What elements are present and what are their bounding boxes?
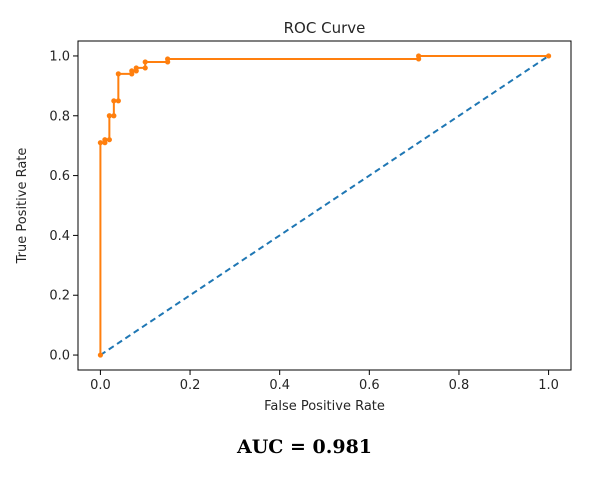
roc-point bbox=[142, 59, 148, 65]
chart-title: ROC Curve bbox=[284, 19, 366, 37]
plot-frame bbox=[77, 40, 572, 371]
roc-point bbox=[129, 68, 135, 74]
roc-point bbox=[416, 53, 422, 59]
y-tick-label: 1.0 bbox=[49, 49, 70, 64]
roc-point bbox=[115, 71, 121, 77]
roc-point bbox=[111, 113, 117, 119]
roc-point bbox=[97, 352, 104, 358]
y-tick-label: 0.6 bbox=[49, 169, 70, 184]
x-tick-label: 0.4 bbox=[269, 378, 290, 393]
x-tick-label: 0.0 bbox=[90, 378, 111, 393]
y-tick-label: 0.0 bbox=[49, 349, 70, 364]
roc-point bbox=[142, 65, 148, 71]
auc-caption: AUC = 0.981 bbox=[236, 436, 373, 458]
roc-point bbox=[545, 53, 552, 59]
y-tick-label: 0.2 bbox=[49, 289, 70, 304]
x-tick-label: 0.8 bbox=[449, 378, 470, 393]
y-tick-label: 0.4 bbox=[49, 229, 70, 244]
y-axis-label: True Positive Rate bbox=[15, 148, 30, 265]
roc-point bbox=[111, 98, 117, 104]
x-tick-label: 1.0 bbox=[538, 378, 559, 393]
x-axis-label: False Positive Rate bbox=[264, 399, 385, 414]
x-tick-label: 0.2 bbox=[180, 378, 201, 393]
roc-point bbox=[165, 56, 171, 62]
roc-point bbox=[97, 140, 104, 146]
x-tick-label: 0.6 bbox=[359, 378, 380, 393]
y-tick-label: 0.8 bbox=[49, 109, 70, 124]
roc-point bbox=[102, 137, 108, 143]
roc-point bbox=[133, 65, 139, 71]
roc-point bbox=[115, 98, 121, 104]
roc-point bbox=[106, 113, 112, 119]
diagonal-reference-line bbox=[99, 55, 550, 356]
roc-point bbox=[106, 137, 112, 143]
